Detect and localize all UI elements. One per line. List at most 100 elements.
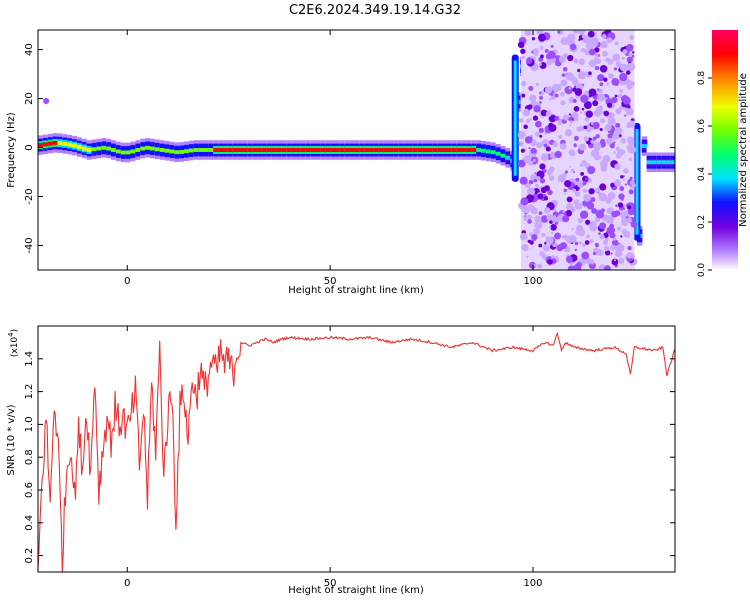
heatmap-noise-speck	[610, 244, 617, 251]
heatmap-noise-speck	[582, 188, 587, 193]
heatmap-noise-speck	[607, 117, 616, 126]
heatmap-noise-speck	[519, 232, 528, 241]
heatmap-noise-speck	[602, 34, 607, 39]
heatmap-spike-core	[513, 60, 517, 176]
heatmap-noise-speck	[629, 35, 634, 41]
snr-y-tick-label: 0.8	[24, 449, 35, 465]
heatmap-noise-speck	[548, 175, 555, 181]
heatmap-noise-speck	[519, 118, 524, 123]
heatmap-cell	[223, 148, 229, 152]
heatmap-noise-speck	[589, 220, 597, 229]
heatmap-cell	[281, 148, 287, 152]
heatmap-noise-speck	[539, 178, 546, 184]
heatmap-noise-speck	[610, 143, 615, 149]
heatmap-noise-speck	[630, 221, 638, 228]
heatmap-cell	[213, 148, 219, 152]
colorbar-tick-label: 0.2	[697, 215, 707, 229]
heatmap-cell	[461, 148, 468, 152]
heatmap-noise-speck	[579, 210, 589, 219]
heatmap-noise-speck	[603, 77, 608, 82]
heatmap-noise-speck	[584, 240, 590, 245]
heatmap-noise-speck	[528, 85, 534, 91]
heatmap-cell	[412, 148, 419, 152]
heatmap-noise-speck	[534, 172, 537, 175]
heatmap-noise-speck	[627, 218, 633, 223]
heatmap-cell	[184, 149, 190, 154]
heatmap-cell	[179, 150, 185, 154]
heatmap-noise-speck	[571, 228, 574, 231]
heatmap-noise-speck	[527, 215, 533, 220]
heatmap-noise-speck	[588, 88, 597, 97]
heatmap-cell	[47, 141, 54, 146]
heatmap-noise-speck	[527, 136, 533, 142]
heatmap-noise-speck	[602, 239, 609, 246]
heatmap-noise-speck	[614, 41, 619, 46]
heatmap-noise-speck	[529, 118, 532, 121]
heatmap-noise-speck	[597, 93, 606, 102]
heatmap-noise-speck	[584, 116, 590, 122]
colorbar-tick-label: 0.8	[697, 71, 707, 86]
heatmap-noise-speck	[611, 77, 620, 86]
heatmap-cell	[481, 148, 487, 153]
heatmap-noise-speck	[610, 252, 613, 255]
heatmap-noise-speck	[554, 115, 560, 121]
heatmap-cell	[670, 160, 675, 165]
heatmap-cell	[106, 146, 112, 151]
heatmap-cell	[208, 148, 214, 152]
heatmap-cell	[300, 148, 307, 152]
heatmap-noise-speck	[564, 192, 567, 195]
heatmap-cell	[218, 148, 224, 152]
heatmap-noise-speck	[565, 235, 574, 244]
heatmap-noise-speck	[560, 81, 565, 86]
heatmap-noise-speck	[590, 139, 595, 144]
heatmap-noise-speck	[550, 231, 554, 235]
heatmap-noise-speck	[583, 193, 592, 202]
heatmap-noise-speck	[528, 261, 536, 269]
heatmap-noise-speck	[527, 204, 535, 212]
heatmap-noise-speck	[596, 88, 600, 91]
heatmap-noise-speck	[603, 245, 610, 252]
heatmap-noise-speck	[534, 215, 542, 223]
colorbar: 0.0 0.2 0.4 0.6 0.8 Normalized spectral ampl…	[697, 30, 749, 277]
heatmap-noise-speck	[626, 62, 636, 71]
heatmap-noise-speck	[521, 243, 529, 252]
heatmap-noise-speck	[575, 177, 580, 182]
heatmap-noise-speck	[599, 106, 603, 110]
heatmap-cell	[432, 148, 438, 152]
heatmap-cell	[188, 148, 195, 153]
heatmap-noise-speck	[608, 198, 612, 201]
heatmap-noise-speck	[622, 178, 626, 182]
heatmap-noise-speck	[627, 145, 636, 154]
heatmap-noise-speck	[592, 100, 599, 107]
heatmap-noise-speck	[621, 56, 625, 60]
heatmap-noise-speck	[615, 153, 622, 159]
heatmap-noise-speck	[592, 251, 597, 256]
heatmap-noise-speck	[532, 115, 539, 121]
heatmap-noise-speck	[617, 93, 623, 99]
heatmap-noise-speck	[520, 148, 525, 153]
heatmap-noise-speck	[562, 114, 569, 121]
snr-y-tick-label: 1.2	[24, 384, 35, 400]
heatmap-noise-speck	[574, 202, 583, 210]
heatmap-noise-speck	[611, 74, 614, 77]
heatmap-cell	[227, 148, 234, 152]
heatmap-cell	[364, 148, 370, 152]
heatmap-noise-speck	[584, 219, 591, 225]
heatmap-noise-speck	[544, 207, 551, 214]
heatmap-noise-speck	[574, 248, 577, 252]
heatmap-cell	[442, 148, 448, 152]
heatmap-noise-speck	[561, 73, 566, 77]
heatmap-noise-speck	[582, 160, 588, 166]
heatmap-cell	[344, 148, 351, 152]
heatmap-noise-speck	[598, 222, 607, 230]
heatmap-noise-speck	[553, 215, 557, 219]
heatmap-cell	[339, 148, 346, 152]
snr-y-ticks: 0.2 0.4 0.6 0.8 1.0 1.2 1.4	[24, 351, 675, 564]
heatmap-noise-speck	[548, 173, 551, 176]
heatmap-cell	[476, 148, 482, 152]
heatmap-noise-speck	[608, 73, 611, 76]
heatmap-noise-speck	[549, 220, 553, 224]
heatmap-noise-speck	[539, 46, 544, 50]
heatmap-noise-speck	[594, 53, 599, 58]
spectrogram-x-tick-label: 50	[324, 276, 337, 287]
